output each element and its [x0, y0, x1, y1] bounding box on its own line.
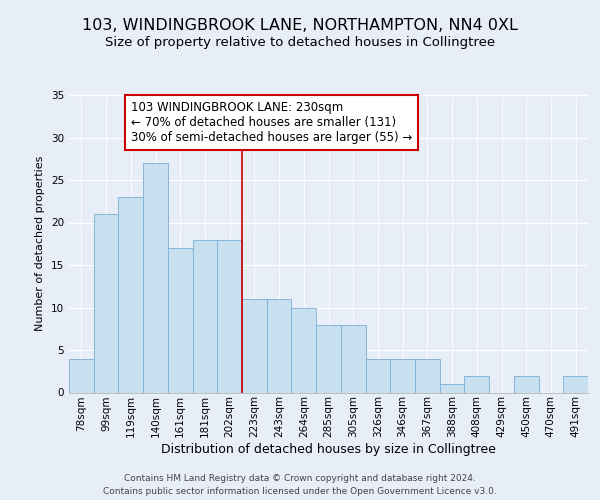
Bar — [365, 358, 390, 392]
Bar — [143, 163, 168, 392]
Bar — [514, 376, 539, 392]
Bar — [390, 358, 415, 392]
Bar — [316, 324, 341, 392]
Bar — [464, 376, 489, 392]
Text: Contains HM Land Registry data © Crown copyright and database right 2024.
Contai: Contains HM Land Registry data © Crown c… — [103, 474, 497, 496]
Text: 103, WINDINGBROOK LANE, NORTHAMPTON, NN4 0XL: 103, WINDINGBROOK LANE, NORTHAMPTON, NN4… — [82, 18, 518, 32]
Bar — [217, 240, 242, 392]
Y-axis label: Number of detached properties: Number of detached properties — [35, 156, 46, 332]
Bar — [242, 299, 267, 392]
Bar — [341, 324, 365, 392]
Bar — [292, 308, 316, 392]
Bar — [168, 248, 193, 392]
Bar — [440, 384, 464, 392]
Bar — [193, 240, 217, 392]
Bar — [267, 299, 292, 392]
Bar — [563, 376, 588, 392]
Bar — [94, 214, 118, 392]
Bar — [415, 358, 440, 392]
Text: 103 WINDINGBROOK LANE: 230sqm
← 70% of detached houses are smaller (131)
30% of : 103 WINDINGBROOK LANE: 230sqm ← 70% of d… — [131, 101, 413, 144]
Bar — [118, 197, 143, 392]
Text: Distribution of detached houses by size in Collingtree: Distribution of detached houses by size … — [161, 442, 496, 456]
Bar — [69, 358, 94, 392]
Text: Size of property relative to detached houses in Collingtree: Size of property relative to detached ho… — [105, 36, 495, 49]
